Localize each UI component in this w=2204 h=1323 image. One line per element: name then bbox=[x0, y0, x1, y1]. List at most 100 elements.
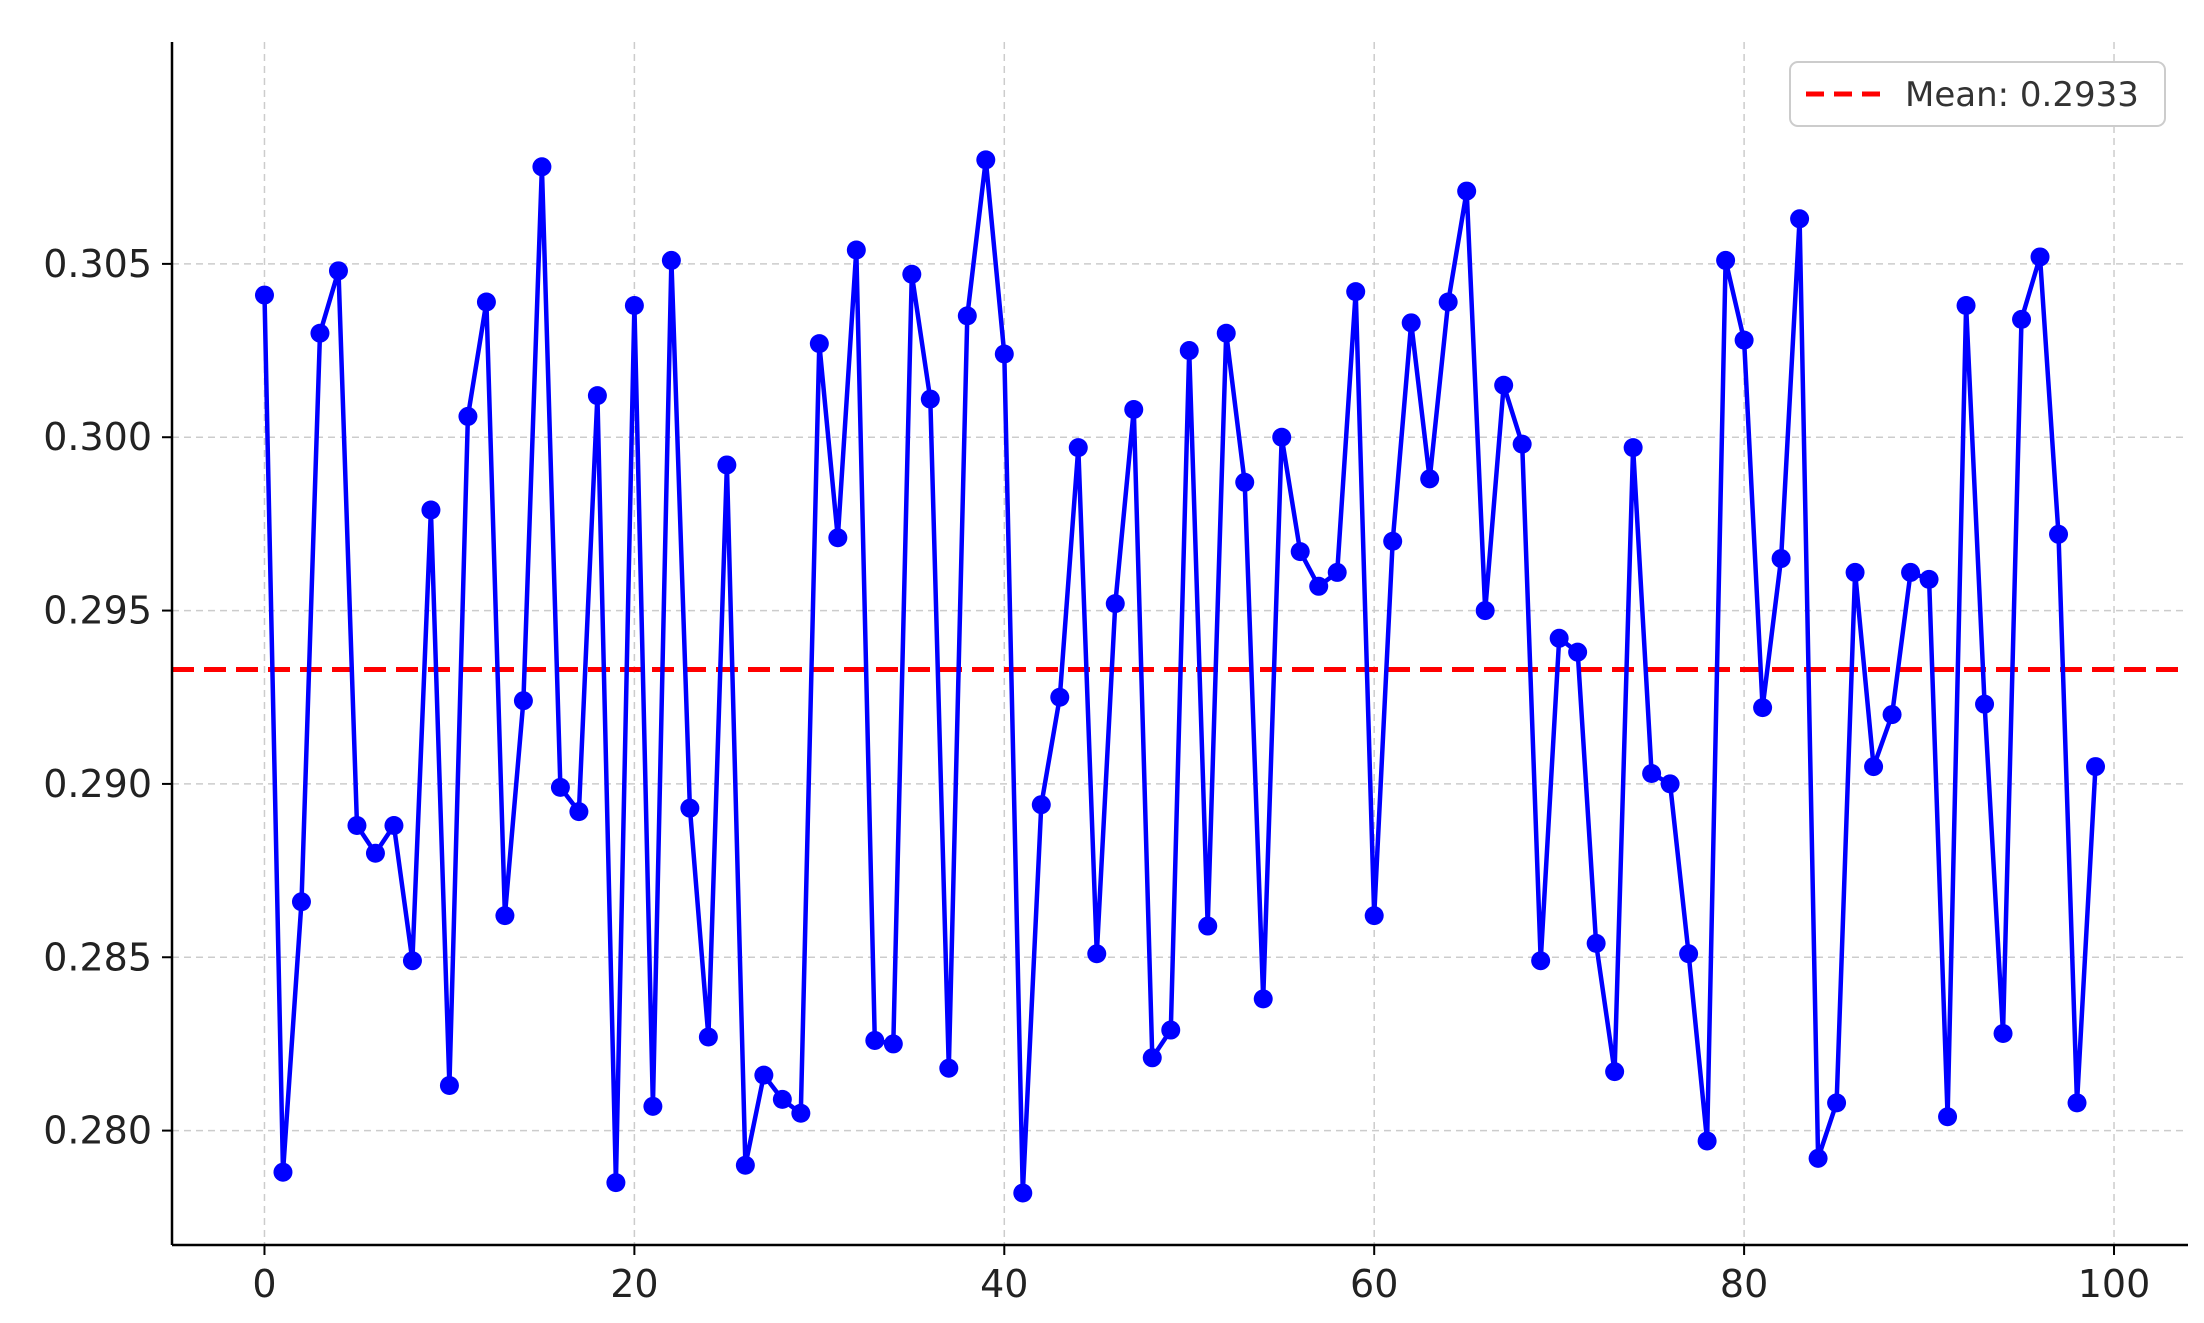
legend: Mean: 0.2933 bbox=[1789, 61, 2166, 127]
data-point bbox=[643, 1096, 663, 1116]
data-point bbox=[402, 951, 422, 971]
x-tick-label: 60 bbox=[1350, 1262, 1398, 1306]
data-point bbox=[1919, 569, 1939, 589]
data-point bbox=[1068, 438, 1088, 458]
data-point bbox=[791, 1103, 811, 1123]
data-point bbox=[828, 528, 848, 548]
data-point bbox=[1623, 438, 1643, 458]
data-point bbox=[513, 691, 533, 711]
data-point bbox=[421, 500, 441, 520]
data-point bbox=[1327, 562, 1347, 582]
y-tick-label: 0.285 bbox=[43, 935, 152, 979]
data-point bbox=[1253, 989, 1273, 1009]
data-point bbox=[1383, 531, 1403, 551]
data-point bbox=[976, 150, 996, 170]
data-point bbox=[1364, 906, 1384, 926]
data-point bbox=[347, 816, 367, 836]
data-point bbox=[1346, 282, 1366, 302]
data-point bbox=[1161, 1020, 1181, 1040]
data-point bbox=[550, 777, 570, 797]
data-point bbox=[1901, 562, 1921, 582]
y-tick-label: 0.300 bbox=[43, 415, 152, 459]
data-point bbox=[310, 323, 330, 343]
data-point bbox=[735, 1155, 755, 1175]
y-tick-label: 0.280 bbox=[43, 1109, 152, 1153]
data-point bbox=[1309, 576, 1329, 596]
data-point bbox=[1586, 933, 1606, 953]
data-point bbox=[1198, 916, 1218, 936]
data-point bbox=[1087, 944, 1107, 964]
data-point bbox=[1050, 687, 1070, 707]
data-point bbox=[569, 802, 589, 822]
data-point bbox=[2030, 247, 2050, 267]
data-point bbox=[1734, 330, 1754, 350]
data-point bbox=[1716, 250, 1736, 270]
x-tick-label: 0 bbox=[252, 1262, 276, 1306]
data-point bbox=[1660, 774, 1680, 794]
data-point bbox=[772, 1089, 792, 1109]
x-tick-label: 100 bbox=[2078, 1262, 2151, 1306]
data-point bbox=[698, 1027, 718, 1047]
data-point bbox=[1605, 1062, 1625, 1082]
legend-label-mean: Mean: 0.2933 bbox=[1905, 75, 2139, 115]
data-point bbox=[1457, 181, 1477, 201]
data-point bbox=[1216, 323, 1236, 343]
data-point bbox=[1882, 705, 1902, 725]
data-point bbox=[1438, 292, 1458, 312]
data-point bbox=[957, 306, 977, 326]
legend-box bbox=[1789, 61, 2166, 127]
data-point bbox=[1790, 209, 1810, 229]
data-point bbox=[1938, 1107, 1958, 1127]
grid bbox=[172, 42, 2188, 1245]
data-point bbox=[754, 1065, 774, 1085]
data-point bbox=[865, 1030, 885, 1050]
data-point bbox=[1549, 628, 1569, 648]
data-point bbox=[1235, 472, 1255, 492]
data-point bbox=[2012, 309, 2032, 329]
data-point bbox=[2067, 1093, 2087, 1113]
data-point bbox=[1568, 642, 1588, 662]
data-point bbox=[883, 1034, 903, 1054]
data-point bbox=[1272, 427, 1292, 447]
data-point bbox=[1105, 594, 1125, 614]
data-point bbox=[1124, 399, 1144, 419]
tick-labels: 0 20 40 60 80 100 0.280 0.285 0.290 0.295 0.300 0.3… bbox=[43, 242, 2150, 1306]
data-point bbox=[661, 250, 681, 270]
data-point bbox=[1031, 795, 1051, 815]
data-point bbox=[939, 1058, 959, 1078]
data-point bbox=[1697, 1131, 1717, 1151]
x-tick-label: 80 bbox=[1720, 1262, 1768, 1306]
data-point bbox=[384, 816, 404, 836]
data-point bbox=[532, 157, 552, 177]
data-point bbox=[254, 285, 274, 305]
data-point bbox=[1290, 542, 1310, 562]
data-point bbox=[1808, 1148, 1828, 1168]
data-point bbox=[365, 843, 385, 863]
data-point bbox=[2086, 757, 2106, 777]
y-tick-label: 0.290 bbox=[43, 762, 152, 806]
data-point bbox=[439, 1076, 459, 1096]
data-point bbox=[1179, 341, 1199, 361]
data-point bbox=[1827, 1093, 1847, 1113]
y-tick-label: 0.305 bbox=[43, 242, 152, 286]
data-point bbox=[1642, 764, 1662, 784]
data-point bbox=[1956, 295, 1976, 315]
data-point bbox=[846, 240, 866, 260]
data-point bbox=[1845, 562, 1865, 582]
data-point bbox=[1531, 951, 1551, 971]
data-point bbox=[291, 892, 311, 912]
data-point bbox=[1975, 694, 1995, 714]
series-line bbox=[262, 157, 2098, 1196]
x-tick-label: 40 bbox=[980, 1262, 1028, 1306]
data-point bbox=[920, 389, 940, 409]
data-point bbox=[1864, 757, 1884, 777]
data-point bbox=[680, 798, 700, 818]
data-point bbox=[606, 1173, 626, 1193]
data-point bbox=[1494, 375, 1514, 395]
x-tick-label: 20 bbox=[610, 1262, 658, 1306]
data-point bbox=[273, 1162, 293, 1182]
data-point bbox=[495, 906, 515, 926]
series-layer bbox=[254, 150, 2106, 1203]
data-point bbox=[1142, 1048, 1162, 1068]
